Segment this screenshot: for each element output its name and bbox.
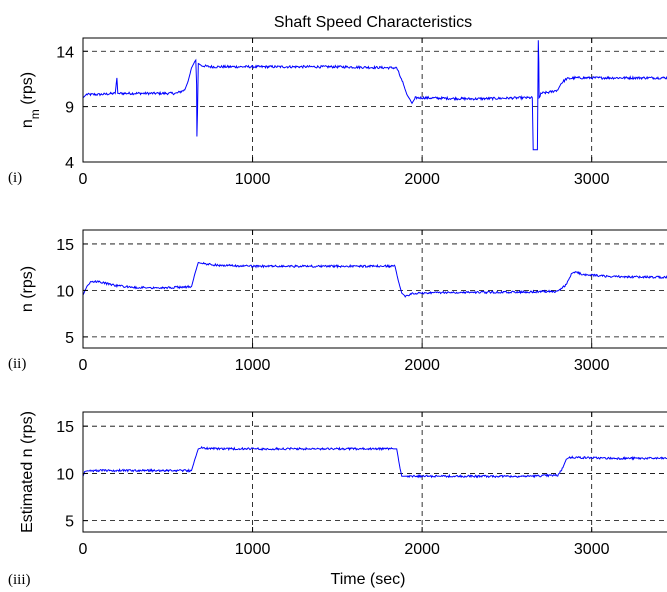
x-tick-label: 1000 bbox=[235, 541, 271, 558]
chart-panel-1: 0 1000 2000 3000 4 9 14 nm (rps) (i) bbox=[8, 37, 667, 188]
x-tick-label: 0 bbox=[79, 357, 88, 374]
x-tick-label: 0 bbox=[79, 171, 88, 188]
plot-frame bbox=[82, 411, 667, 533]
y-tick-label: 15 bbox=[56, 237, 74, 254]
y-tick-label: 5 bbox=[65, 514, 74, 531]
panel-label: (ii) bbox=[8, 356, 26, 372]
y-axis-label: Estimated n (rps) bbox=[19, 411, 36, 533]
x-tick-label: 3000 bbox=[574, 171, 610, 188]
y-axis-label: n (rps) bbox=[19, 266, 36, 312]
chart-panel-2: 0 1000 2000 3000 5 10 15 n (rps) (ii) bbox=[8, 229, 667, 374]
x-axis-label: Time (sec) bbox=[331, 571, 406, 588]
y-axis-label: nm (rps) bbox=[19, 72, 42, 128]
y-tick-label: 5 bbox=[65, 330, 74, 347]
series-line bbox=[83, 261, 667, 298]
x-tick-label: 2000 bbox=[404, 541, 440, 558]
plot-frame bbox=[82, 37, 667, 163]
x-tick-label: 1000 bbox=[235, 357, 271, 374]
series-line bbox=[83, 40, 667, 151]
chart-title: Shaft Speed Characteristics bbox=[274, 14, 472, 31]
series-line bbox=[83, 445, 667, 479]
y-tick-label: 14 bbox=[56, 44, 74, 61]
x-tick-label: 3000 bbox=[574, 357, 610, 374]
y-tick-label: 9 bbox=[65, 100, 74, 117]
y-tick-label: 4 bbox=[65, 155, 74, 172]
x-tick-label: 0 bbox=[79, 541, 88, 558]
y-tick-label: 10 bbox=[56, 466, 74, 483]
panel-label: (i) bbox=[8, 170, 22, 186]
panel-label: (iii) bbox=[8, 572, 31, 588]
x-tick-label: 1000 bbox=[235, 171, 271, 188]
y-tick-label: 15 bbox=[56, 419, 74, 436]
x-tick-label: 2000 bbox=[404, 171, 440, 188]
x-tick-label: 3000 bbox=[574, 541, 610, 558]
chart-panel-3: 0 1000 2000 3000 5 10 15 Estimated n (rps) (iii)… bbox=[8, 411, 667, 588]
plot-frame bbox=[82, 229, 667, 349]
y-tick-label: 10 bbox=[56, 283, 74, 300]
x-tick-label: 2000 bbox=[404, 357, 440, 374]
